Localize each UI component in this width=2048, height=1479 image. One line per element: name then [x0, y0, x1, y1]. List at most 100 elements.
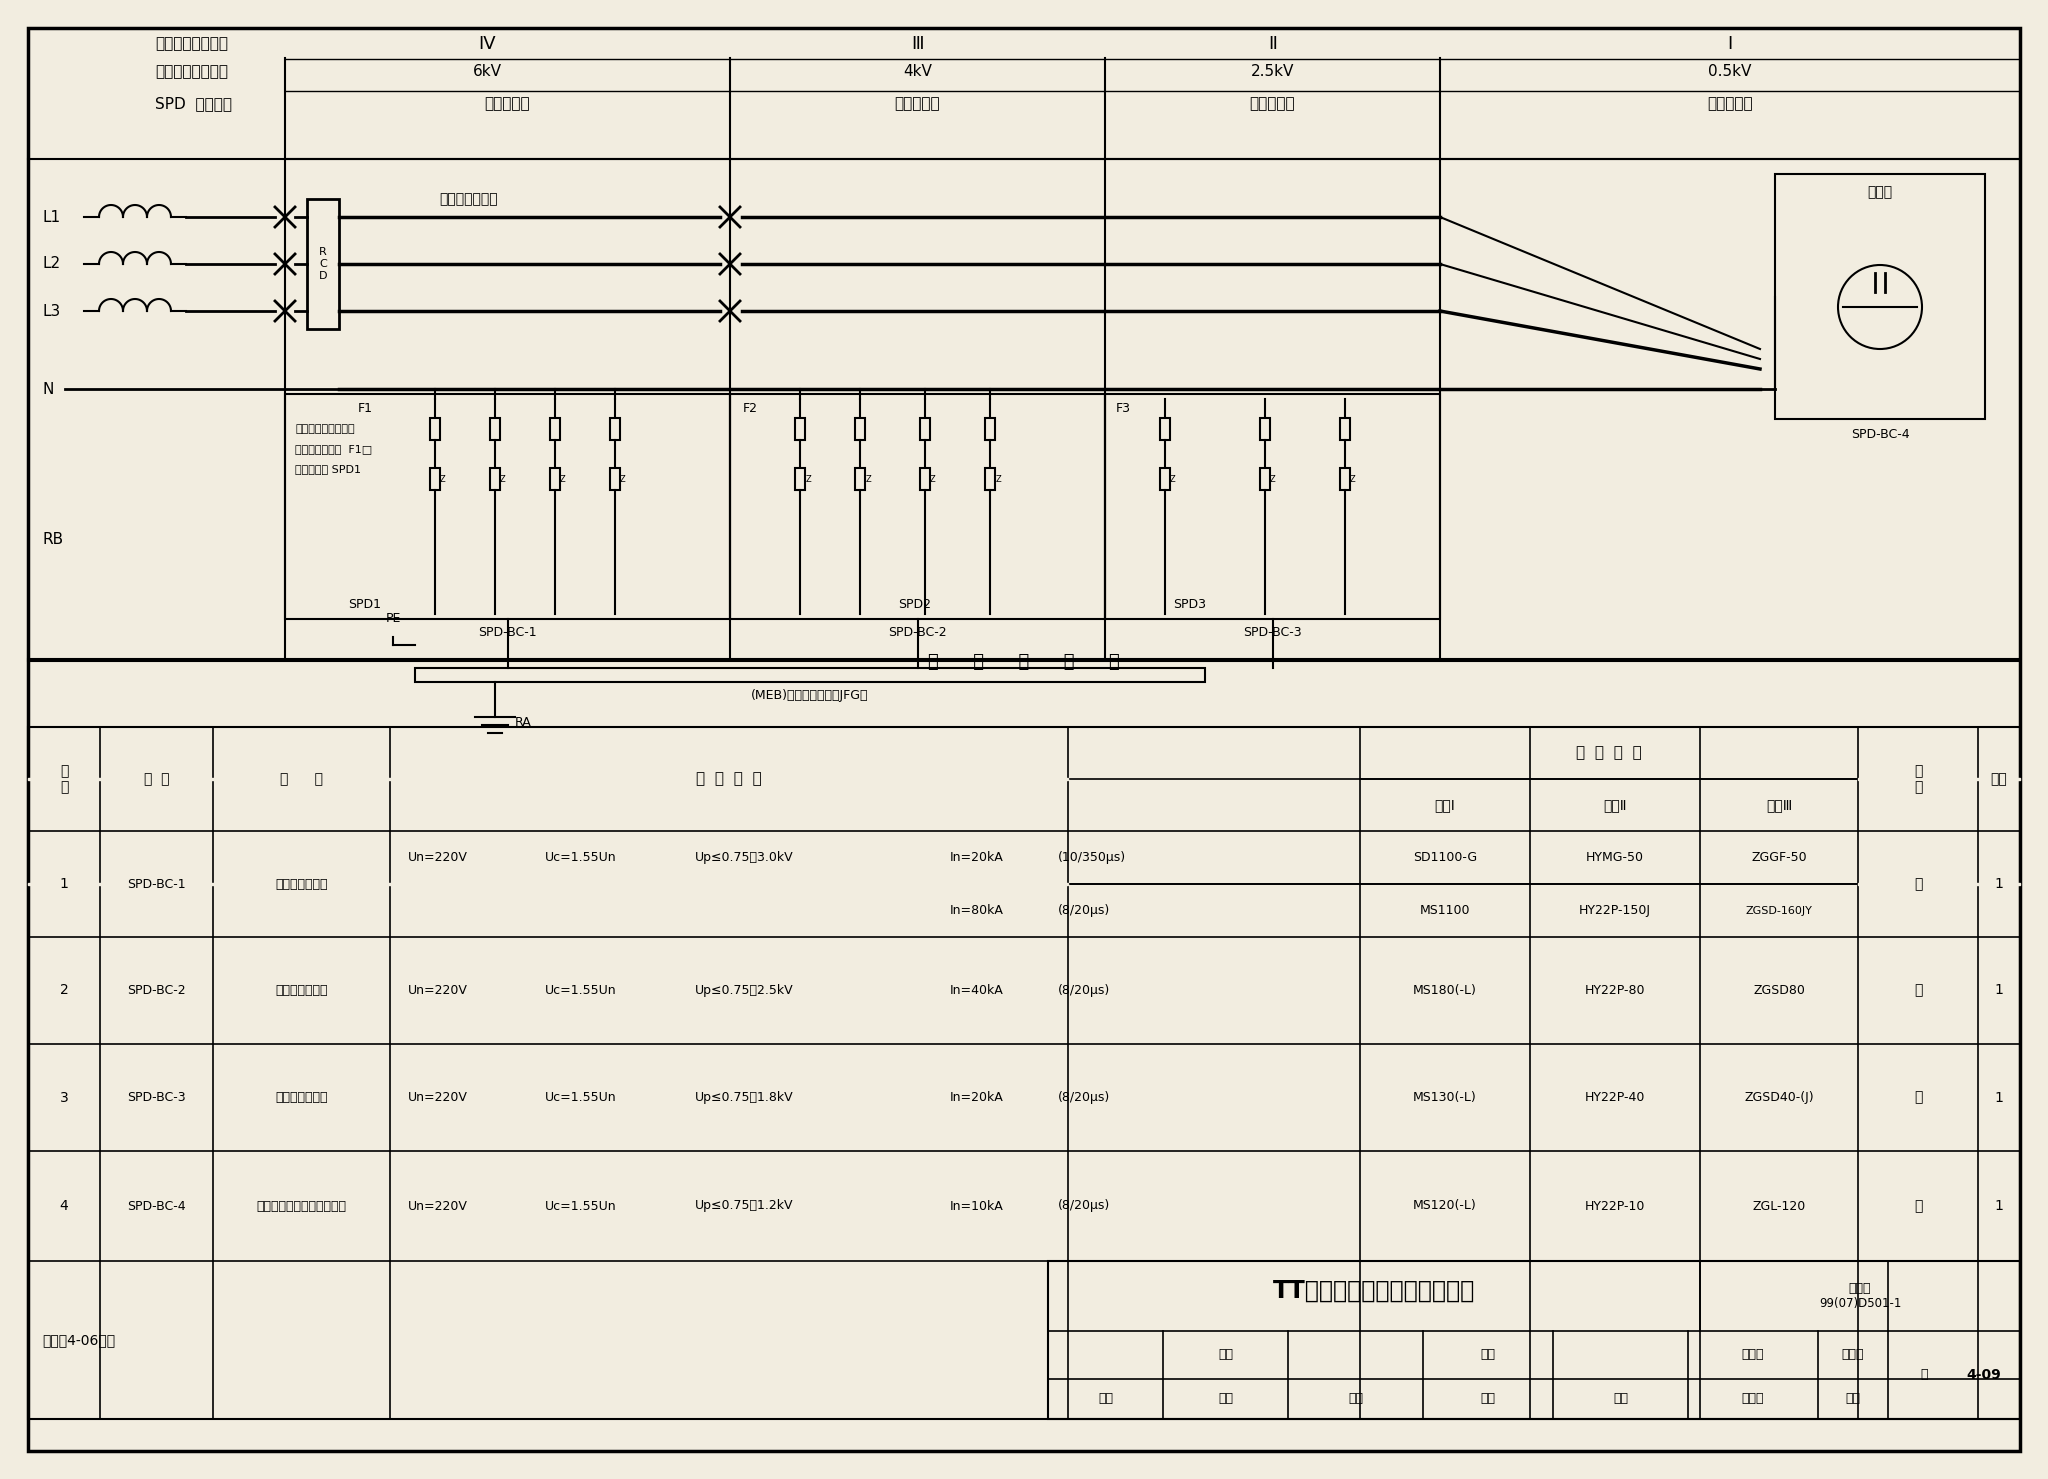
Text: TT系统过电压保护方式（二）: TT系统过电压保护方式（二） [1274, 1279, 1475, 1303]
Text: R
C
D: R C D [319, 247, 328, 281]
Text: Uc=1.55Un: Uc=1.55Un [545, 1092, 616, 1103]
Text: SPD-BC-4: SPD-BC-4 [1851, 427, 1909, 441]
Text: 方案Ⅱ: 方案Ⅱ [1604, 799, 1626, 812]
Text: 4kV: 4kV [903, 65, 932, 80]
Text: RB: RB [43, 531, 63, 547]
Text: 6kV: 6kV [473, 65, 502, 80]
Bar [920, 467, 930, 490]
Text: 刘兴顺: 刘兴顺 [1841, 1349, 1864, 1362]
Text: 电源浪涌保护器: 电源浪涌保护器 [274, 877, 328, 890]
Text: Z: Z [440, 475, 446, 484]
Text: 1: 1 [59, 877, 68, 890]
Text: 刘兴顺: 刘兴顺 [1741, 1349, 1763, 1362]
Text: L1: L1 [43, 210, 59, 225]
Text: SPD-BC-4: SPD-BC-4 [127, 1199, 186, 1213]
Text: 第一级保护: 第一级保护 [485, 96, 530, 111]
Text: 4: 4 [59, 1199, 68, 1213]
Text: SPD3: SPD3 [1174, 598, 1206, 611]
Text: Z: Z [559, 475, 565, 484]
Text: ZGL-120: ZGL-120 [1753, 1199, 1806, 1213]
Bar [1339, 467, 1350, 490]
Text: Z: Z [864, 475, 870, 484]
Bar [430, 467, 440, 490]
Text: 组: 组 [1913, 984, 1923, 997]
Bar [610, 419, 621, 439]
Text: Up≤0.75～1.8kV: Up≤0.75～1.8kV [694, 1092, 795, 1103]
Bar [1260, 419, 1270, 439]
Text: MS130(-L): MS130(-L) [1413, 1092, 1477, 1103]
Bar [1159, 419, 1169, 439]
Text: Z: Z [995, 475, 1001, 484]
Text: IV: IV [479, 35, 496, 53]
Text: ZGGF-50: ZGGF-50 [1751, 850, 1806, 864]
Text: F3: F3 [1116, 402, 1130, 416]
Text: F2: F2 [743, 402, 758, 416]
Text: 设  计  要  求: 设 计 要 求 [696, 772, 762, 787]
Text: In=20kA: In=20kA [950, 850, 1004, 864]
Text: 4-09: 4-09 [1966, 1368, 2001, 1381]
Text: Un=220V: Un=220V [408, 850, 467, 864]
Text: 图集号: 图集号 [1849, 1281, 1872, 1294]
Text: SPD-BC-2: SPD-BC-2 [127, 984, 186, 997]
Text: 序
号: 序 号 [59, 763, 68, 794]
Text: 1: 1 [1995, 1090, 2003, 1105]
Text: F1: F1 [358, 402, 373, 416]
Text: 组: 组 [1913, 1199, 1923, 1213]
Text: 数量: 数量 [1991, 772, 2007, 785]
Bar [416, 669, 1204, 682]
Text: Z: Z [1169, 475, 1176, 484]
Text: 设计: 设计 [1614, 1393, 1628, 1405]
Text: Ⅲ: Ⅲ [911, 35, 924, 53]
Text: 耐冲击电压额定值: 耐冲击电压额定值 [156, 65, 227, 80]
Text: 浪涌保护器 SPD1: 浪涌保护器 SPD1 [295, 464, 360, 473]
Bar [285, 393, 729, 620]
Text: 99(07)D501-1: 99(07)D501-1 [1819, 1297, 1901, 1310]
Bar [1106, 393, 1440, 620]
Text: (8/20μs): (8/20μs) [1059, 1092, 1110, 1103]
Text: 1: 1 [1995, 1199, 2003, 1213]
Text: PE: PE [385, 612, 401, 626]
Text: (8/20μs): (8/20μs) [1059, 984, 1110, 997]
Text: L3: L3 [43, 303, 59, 318]
Text: Un=220V: Un=220V [408, 1092, 467, 1103]
Text: Z: Z [500, 475, 506, 484]
Text: 第四级保护: 第四级保护 [1708, 96, 1753, 111]
Bar [854, 467, 864, 490]
Text: Z: Z [930, 475, 936, 484]
Text: 1: 1 [1995, 984, 2003, 997]
Bar [1260, 467, 1270, 490]
Text: 第三级保护: 第三级保护 [1249, 96, 1294, 111]
Text: SPD2: SPD2 [899, 598, 932, 611]
Bar [489, 467, 500, 490]
Text: L2: L2 [43, 256, 59, 272]
Text: 编  号: 编 号 [143, 772, 170, 785]
Bar [551, 419, 559, 439]
Text: (10/350μs): (10/350μs) [1059, 850, 1126, 864]
Text: 陈勇: 陈勇 [1481, 1349, 1495, 1362]
Text: Up≤0.75～3.0kV: Up≤0.75～3.0kV [694, 850, 795, 864]
Text: HY22P-10: HY22P-10 [1585, 1199, 1645, 1213]
Text: Ⅱ: Ⅱ [1268, 35, 1278, 53]
Text: SPD-BC-2: SPD-BC-2 [889, 627, 946, 639]
Text: 用于保护浪涌保护器: 用于保护浪涌保护器 [295, 424, 354, 433]
Text: 设      备      选      型      表: 设 备 选 型 表 [928, 654, 1120, 671]
Text: Z: Z [621, 475, 627, 484]
Text: 审核: 审核 [1098, 1393, 1112, 1405]
Text: MS180(-L): MS180(-L) [1413, 984, 1477, 997]
Bar [551, 467, 559, 490]
Text: (MEB)接地连接板（或JFG）: (MEB)接地连接板（或JFG） [752, 689, 868, 703]
Text: 耐冲击过电压类别: 耐冲击过电压类别 [156, 37, 227, 52]
Text: Up≤0.75～1.2kV: Up≤0.75～1.2kV [694, 1199, 793, 1213]
Text: 熊江: 熊江 [1219, 1349, 1233, 1362]
Bar [729, 393, 1106, 620]
Text: MS1100: MS1100 [1419, 904, 1470, 917]
Text: SPD-BC-3: SPD-BC-3 [127, 1092, 186, 1103]
Text: ZGSD80: ZGSD80 [1753, 984, 1804, 997]
Bar [795, 467, 805, 490]
Text: 第二级保护: 第二级保护 [895, 96, 940, 111]
Text: 方案Ⅰ: 方案Ⅰ [1436, 799, 1456, 812]
Text: N: N [43, 382, 53, 396]
Text: HY22P-150J: HY22P-150J [1579, 904, 1651, 917]
Bar [1776, 175, 1985, 419]
Bar [1049, 1262, 2019, 1418]
